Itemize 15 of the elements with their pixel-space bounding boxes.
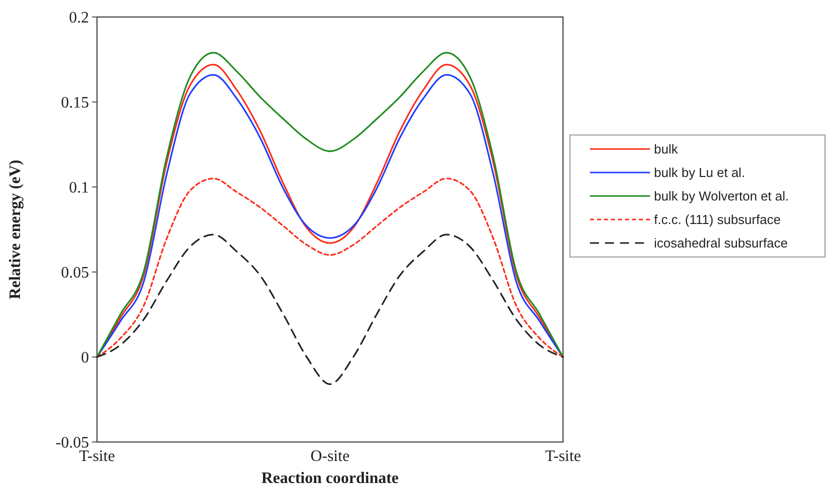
y-tick-label: 0.15	[61, 94, 89, 112]
line-series	[96, 234, 564, 385]
legend-label: bulk	[654, 142, 678, 157]
legend-label: bulk by Lu et al.	[654, 165, 746, 180]
legend-label: bulk by Wolverton et al.	[654, 188, 789, 204]
legend-label: f.c.c. (111) subsurface	[654, 212, 781, 228]
legend-label: icosahedral subsurface	[654, 236, 788, 251]
x-axis-title: Reaction coordinate	[261, 470, 399, 486]
y-axis-title: Relative energy (eV)	[7, 160, 24, 300]
y-tick-label: 0.2	[69, 10, 89, 27]
x-tick-label: O-site	[310, 448, 350, 465]
y-tick-label: 0	[81, 350, 89, 367]
y-tick-label: 0.05	[61, 264, 89, 282]
y-tick-label: 0.1	[69, 180, 89, 197]
x-tick-label: T-site	[545, 448, 581, 465]
